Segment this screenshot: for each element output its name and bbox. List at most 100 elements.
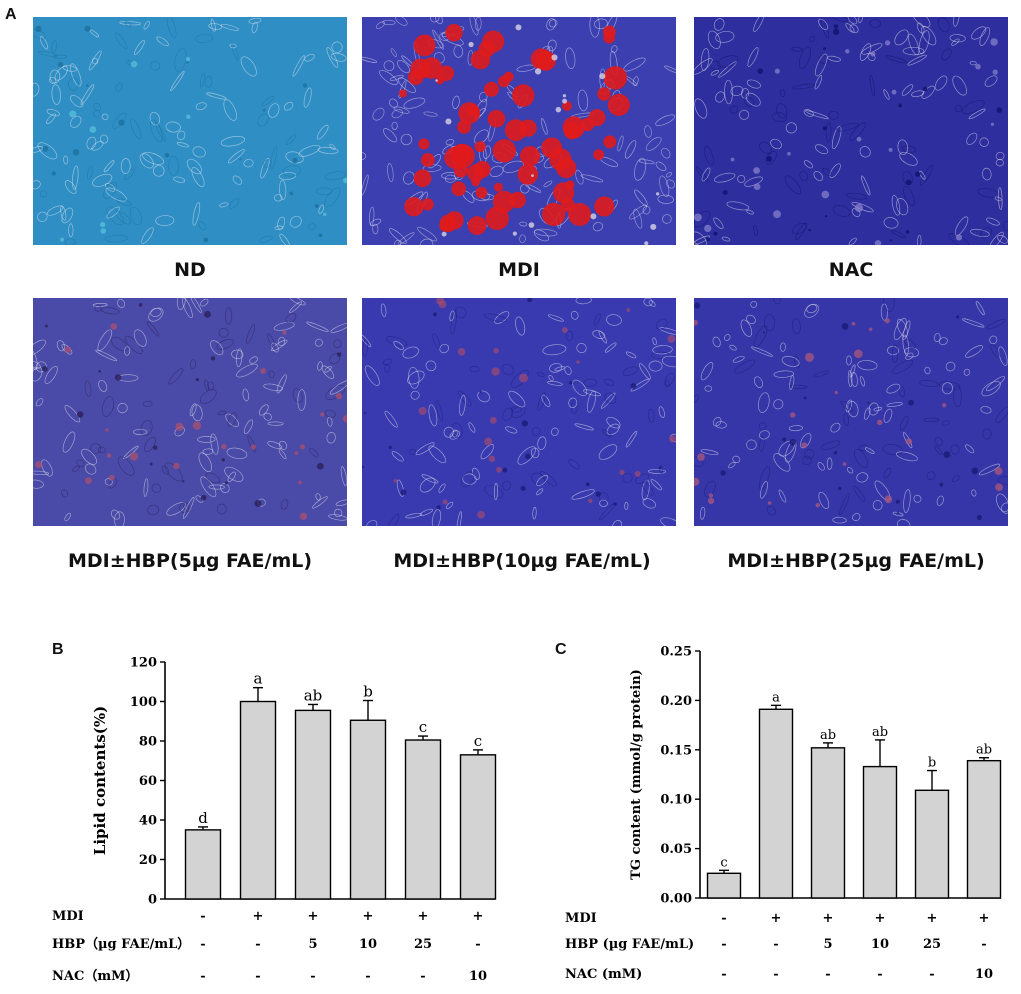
cell-outline: [894, 29, 909, 46]
y-axis-label: Lipid contents(%): [91, 706, 109, 855]
cell-outline: [549, 363, 563, 373]
lipid-droplet: [597, 87, 611, 101]
treatment-cell: +: [979, 911, 990, 926]
lipid-droplet: [192, 421, 202, 430]
cell-outline: [324, 171, 346, 181]
cell-outline: [37, 211, 48, 222]
treatment-cell: -: [365, 969, 370, 984]
cell-outline: [229, 198, 240, 209]
cell-nucleus: [897, 511, 900, 514]
cell-outline: [114, 511, 125, 526]
cell-outline: [941, 420, 951, 426]
cell-outline: [700, 449, 719, 456]
treatment-row-label: NAC (mM): [565, 967, 642, 982]
cell-outline: [231, 42, 239, 61]
cell-outline: [147, 321, 160, 337]
significance-letter: ab: [820, 728, 836, 743]
cell-outline: [208, 23, 223, 30]
lipid-droplet: [130, 60, 138, 68]
treatment-cell: -: [721, 937, 726, 952]
cell-outline: [259, 235, 273, 243]
lipid-droplet: [129, 452, 139, 461]
cell-outline: [173, 176, 186, 183]
cell-outline: [826, 457, 833, 470]
cell-outline: [182, 496, 195, 519]
treatment-cell: +: [253, 909, 264, 924]
cell-outline: [219, 202, 229, 208]
cell-outline: [724, 79, 733, 105]
cell-outline: [51, 40, 58, 53]
cell-nucleus: [262, 108, 266, 112]
cell-outline: [854, 448, 868, 468]
cell-outline: [150, 307, 162, 317]
cell-outline: [155, 215, 175, 226]
cell-nucleus: [314, 204, 319, 208]
cell-outline: [788, 425, 803, 432]
lipid-droplet: [489, 416, 497, 424]
cell-outline: [61, 489, 69, 498]
cell-outline: [106, 206, 120, 219]
cell-outline: [198, 452, 213, 473]
cell-outline: [647, 408, 655, 423]
lipid-droplet: [64, 346, 72, 354]
cell-outline: [839, 493, 850, 516]
cell-outline: [450, 310, 458, 335]
cell-outline: [391, 451, 404, 462]
cell-outline: [380, 303, 387, 318]
lipid-droplet: [845, 49, 850, 54]
cell-outline: [192, 202, 201, 226]
cell-outline: [664, 65, 676, 74]
cell-outline: [753, 17, 765, 33]
cell-outline: [791, 318, 801, 335]
cell-outline: [982, 167, 992, 181]
cell-outline: [903, 338, 917, 349]
cell-outline: [651, 351, 670, 359]
treatment-row-label: HBP (µg FAE/mL): [565, 937, 694, 952]
lipid-droplet: [975, 63, 981, 70]
caption-hbp-25: MDI±HBP(25µg FAE/mL): [727, 550, 985, 572]
treatment-cell: +: [418, 909, 429, 924]
lipid-droplet: [870, 51, 876, 57]
significance-letter: c: [720, 855, 727, 870]
cell-outline: [655, 318, 668, 330]
cell-outline: [216, 338, 234, 350]
cell-nucleus: [867, 401, 870, 405]
micrograph-hbp-5: [33, 298, 347, 526]
cell-outline: [989, 335, 998, 345]
cell-nucleus: [943, 451, 951, 458]
cell-nucleus: [254, 499, 262, 507]
cell-outline: [659, 175, 670, 198]
cell-outline: [308, 223, 317, 231]
lipid-droplet: [105, 428, 109, 432]
cell-outline: [120, 158, 131, 174]
cell-outline: [750, 346, 773, 357]
lipid-droplet: [668, 435, 676, 443]
bar: [810, 747, 846, 899]
cell-outline: [318, 204, 325, 214]
cell-outline: [143, 20, 150, 30]
cell-outline: [652, 337, 657, 346]
lipid-droplet: [561, 327, 568, 334]
cell-outline: [316, 124, 329, 140]
lipid-droplet: [995, 483, 1003, 492]
lipid-droplet: [420, 153, 435, 167]
cell-outline: [268, 370, 275, 379]
cell-outline: [902, 46, 925, 56]
cell-outline: [848, 237, 857, 245]
lipid-droplet: [458, 102, 481, 124]
cell-nucleus: [613, 502, 617, 506]
lipid-droplet: [398, 89, 408, 98]
cell-outline: [704, 480, 716, 497]
cell-outline: [541, 394, 551, 407]
cell-outline: [243, 159, 254, 168]
lipid-droplet: [593, 149, 605, 161]
cell-outline: [704, 145, 714, 166]
cell-outline: [604, 392, 617, 404]
cell-outline: [986, 376, 1005, 392]
cell-outline: [849, 364, 856, 378]
cell-outline: [150, 61, 161, 71]
lipid-droplet: [474, 141, 486, 153]
cell-outline: [271, 342, 279, 353]
cell-outline: [625, 430, 638, 448]
cell-outline: [279, 179, 287, 200]
